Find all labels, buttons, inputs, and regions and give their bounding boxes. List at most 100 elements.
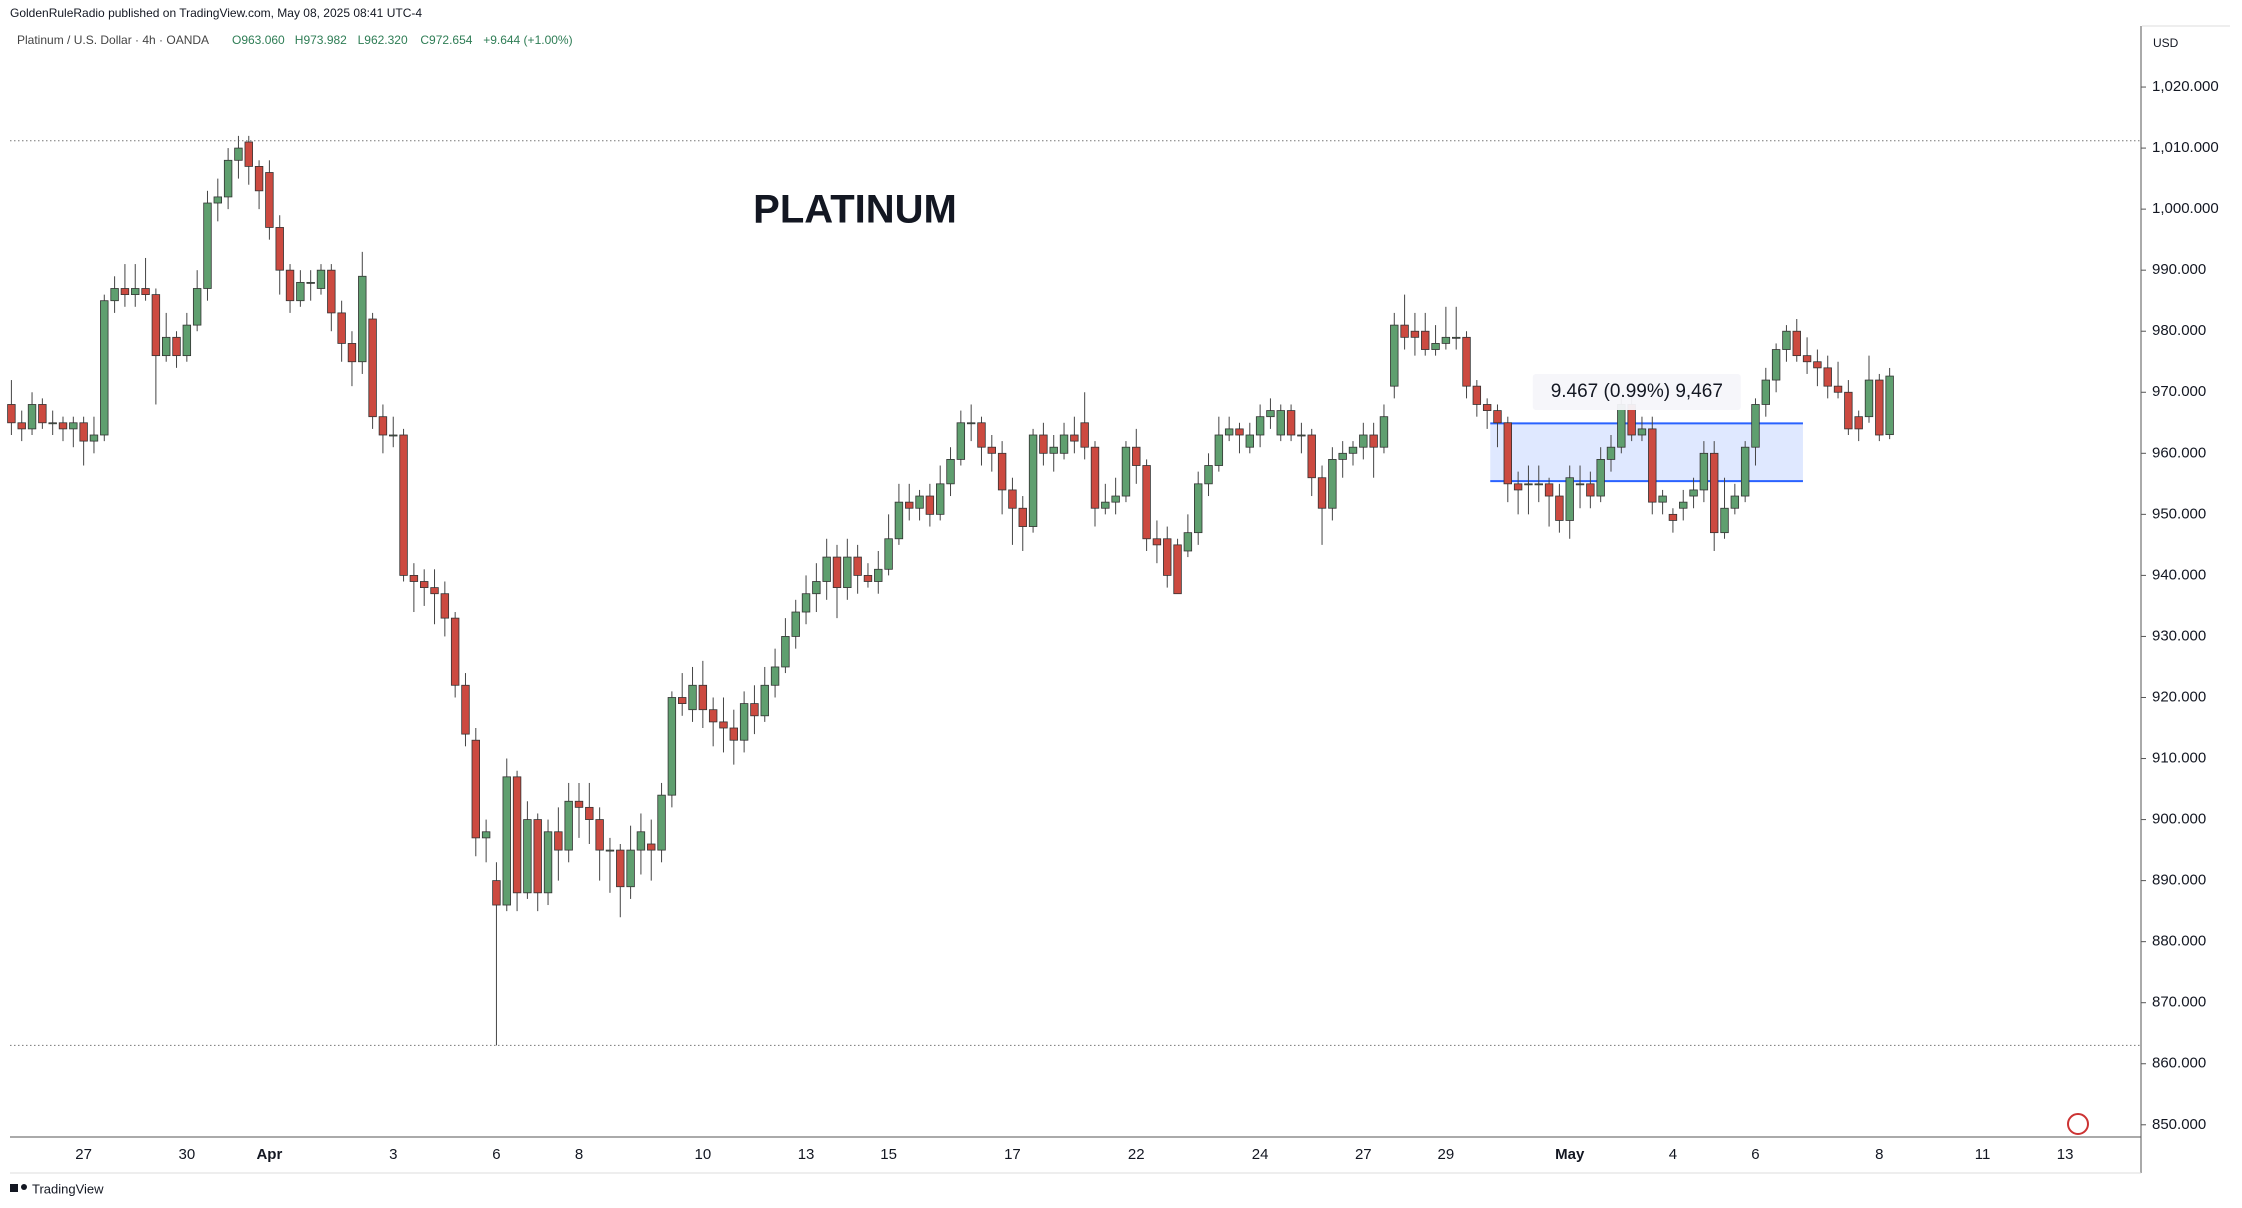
candle-body [997,452,1007,491]
candle-body [1245,434,1254,448]
measure-label-box [1532,374,1741,410]
candle-body [1534,483,1543,486]
candle-body [1658,495,1667,503]
candle-body [1328,459,1337,509]
candle-body [512,776,522,894]
y-tick-label: 970.000 [2152,383,2206,400]
candle-body [1689,489,1698,497]
y-tick-label: 900.000 [2152,811,2206,828]
candle-body [481,831,491,839]
candle-body [843,556,852,589]
candle-body [1163,538,1172,576]
logo-mark [21,1184,27,1190]
candle-body [1286,410,1296,436]
candle-body [1121,446,1131,497]
candle-body [543,831,553,894]
candle-body [760,684,769,717]
candle-body [306,281,315,284]
x-tick-label: 30 [178,1146,195,1163]
candle-body [1255,416,1265,436]
candle-body [1782,330,1791,350]
candle-body [1555,495,1564,521]
candle-body [1482,404,1492,411]
candle-body [100,300,109,436]
candle-body [1379,416,1389,448]
candle-body [1802,355,1812,363]
candle-body [389,434,398,437]
candle-body [832,556,842,589]
candle-body [430,587,439,595]
candle-body [17,422,26,430]
candle-body [1813,361,1822,369]
candle-body [894,501,904,540]
candle-body [595,819,604,851]
candle-body [1606,446,1616,460]
candle-body [1875,379,1884,436]
candle-body [182,324,192,357]
x-tick-label: 4 [1669,1146,1677,1163]
symbol: Platinum / U.S. Dollar · 4h · OANDA [17,33,209,47]
candle-body [1833,385,1843,393]
candle-body [1142,465,1151,540]
candle-body [739,703,749,741]
candle-body [853,556,862,576]
candle-body [987,446,996,454]
candle-body [1317,477,1327,509]
candle-body [316,269,326,289]
candle-body [626,849,635,888]
x-tick-label: 15 [880,1146,897,1163]
candle-body [533,819,542,894]
candle-body [977,422,986,448]
candle-body [254,166,264,192]
y-tick-label: 880.000 [2152,933,2206,950]
candle-body [1441,336,1451,344]
candle-body [905,501,914,509]
y-tick-label: 850.000 [2152,1116,2206,1133]
y-tick-label: 960.000 [2152,444,2206,461]
publisher: GoldenRuleRadio published on TradingView… [10,6,422,20]
plot-area: 850.000 860.000 870.000 880.000 890.000 900.0… [7,78,2219,1163]
y-tick-label: 860.000 [2152,1055,2206,1072]
y-tick-label: 1,000.000 [2152,200,2219,217]
candle-body [440,593,450,619]
candle-body [337,312,346,344]
candle-body [966,422,976,425]
candle-body [110,288,119,302]
candle-body [1090,446,1100,509]
candle-body [1194,483,1203,534]
y-tick-label: 990.000 [2152,261,2206,278]
candle-body [585,806,594,820]
candle-body [492,880,501,906]
candle-body [1699,452,1709,491]
candle-body [1080,422,1089,448]
x-tick-label: 3 [389,1146,397,1163]
candle-body [874,568,883,582]
candle-body [1513,483,1523,491]
candle-body [27,404,37,430]
candle-body [1431,343,1440,350]
candle-body [884,538,893,570]
candle-body [502,776,511,906]
candle-body [1730,495,1740,509]
candle-body [657,794,666,851]
candle-body [58,422,68,430]
candle-body [1101,501,1110,509]
candle-body [1183,532,1193,552]
candle-body [946,459,955,485]
candle-body [1710,452,1719,534]
brand-logo: TradingView [10,1181,104,1196]
candle-body [1266,410,1275,418]
candle-body [213,196,222,204]
chart-title: PLATINUM [753,188,957,232]
candle-body [915,495,924,509]
candle-body [327,269,336,314]
candle-body [1111,495,1120,503]
candle-body [1864,379,1874,418]
candle-body [244,141,253,167]
candle-body [801,593,811,613]
candle-body [770,666,780,686]
candle-body [1503,422,1512,485]
y-tick-label: 920.000 [2152,688,2206,705]
candle-body [1524,483,1533,486]
